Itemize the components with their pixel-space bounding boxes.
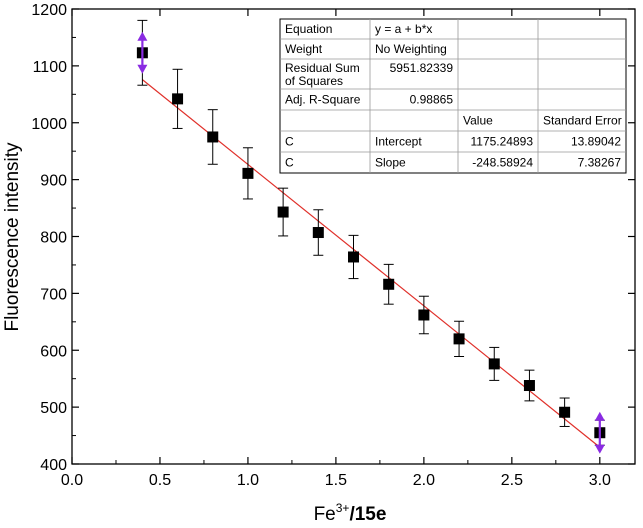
- fit-line: [141, 79, 601, 448]
- stats-cell: 5951.82339: [390, 61, 454, 75]
- y-tick-label: 1000: [31, 116, 67, 133]
- stats-cell: Slope: [375, 156, 406, 170]
- x-tick-label: 0.5: [149, 472, 171, 489]
- stats-cell: Equation: [285, 22, 332, 36]
- stats-cell: Standard Error: [543, 114, 622, 128]
- stats-cell: C: [285, 135, 294, 149]
- stats-cell: Value: [463, 114, 493, 128]
- stats-cell: Intercept: [375, 135, 422, 149]
- y-tick-label: 700: [40, 286, 67, 303]
- y-tick-label: 1200: [31, 2, 67, 19]
- x-tick-label: 2.0: [413, 472, 435, 489]
- data-point: [523, 380, 535, 392]
- x-tick-label: 1.5: [325, 472, 347, 489]
- data-point: [383, 278, 395, 290]
- data-point: [207, 131, 219, 143]
- y-axis-title: Fluorescence intensity: [2, 142, 23, 332]
- stats-table: [279, 18, 627, 174]
- x-axis-title-suffix: /15e: [349, 504, 386, 525]
- data-point: [453, 333, 465, 345]
- y-tick-label: 900: [40, 173, 67, 190]
- stats-cell: 1175.24893: [470, 135, 533, 149]
- x-tick-label: 3.0: [589, 472, 611, 489]
- stats-cell: 13.89042: [571, 135, 621, 149]
- stats-cell-rss-label: Residual Sum of Squares: [285, 61, 360, 88]
- data-point: [559, 406, 571, 418]
- x-axis-title: Fe3+/15e: [314, 501, 387, 525]
- data-point: [488, 358, 500, 370]
- y-tick-label: 600: [40, 343, 67, 360]
- data-point: [348, 251, 359, 263]
- stats-cell: -248.58924: [472, 156, 533, 170]
- stats-cell: Adj. R-Square: [285, 93, 361, 107]
- y-tick-label: 800: [40, 230, 67, 247]
- y-tick-label: 1100: [33, 59, 68, 76]
- x-tick-label: 0.0: [61, 472, 83, 489]
- data-point: [172, 93, 184, 105]
- stats-cell: Weight: [285, 42, 323, 56]
- highlight-double-arrow: [137, 31, 148, 74]
- x-axis-title-superscript: 3+: [336, 501, 350, 515]
- x-tick-label: 1.0: [237, 472, 259, 489]
- stats-cell: y = a + b*x: [375, 22, 432, 36]
- data-point: [418, 309, 430, 321]
- x-axis-title-base: Fe: [314, 504, 336, 525]
- stats-cell: 7.38267: [578, 156, 622, 170]
- data-point: [242, 167, 254, 179]
- data-point: [277, 206, 289, 218]
- highlight-double-arrow: [594, 411, 605, 454]
- stats-cell: C: [285, 156, 294, 170]
- x-tick-label: 2.5: [501, 472, 523, 489]
- stats-cell: 0.98865: [410, 93, 454, 107]
- data-point: [312, 227, 324, 239]
- stats-cell: No Weighting: [375, 42, 447, 56]
- y-tick-label: 400: [40, 457, 67, 474]
- y-tick-label: 500: [40, 400, 67, 417]
